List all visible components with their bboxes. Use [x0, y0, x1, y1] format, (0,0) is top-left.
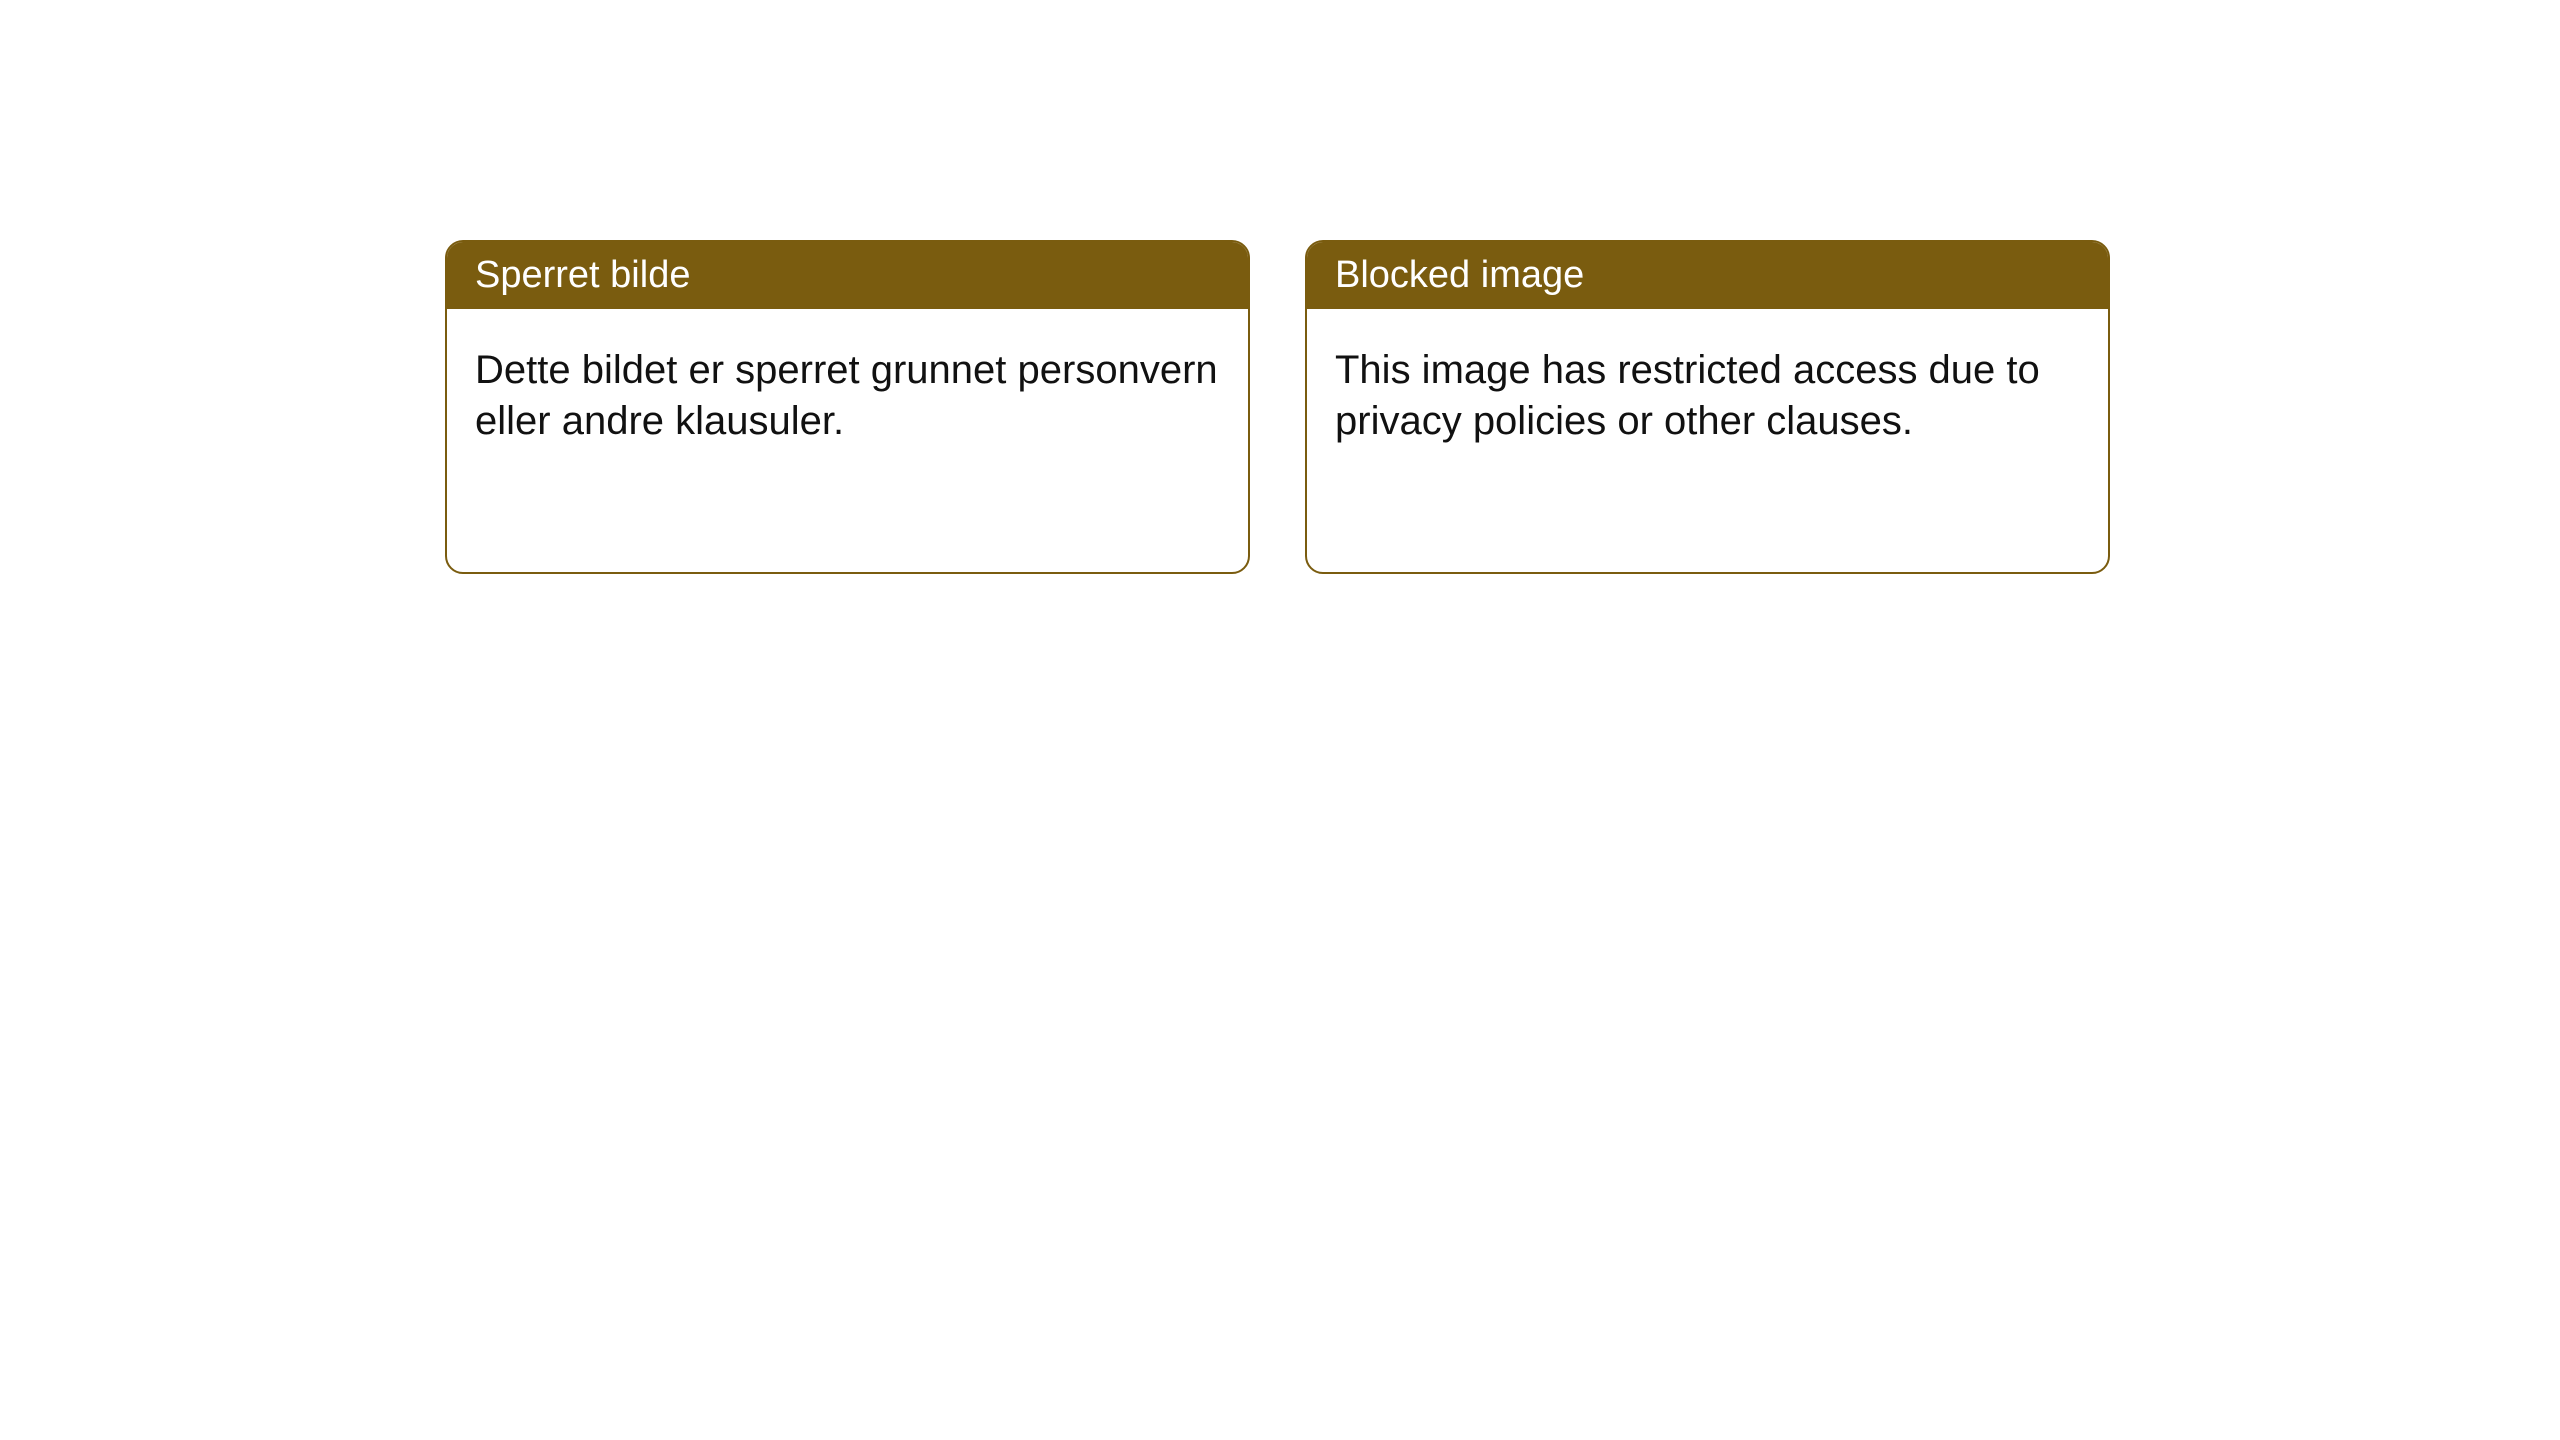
- notice-card-body: This image has restricted access due to …: [1307, 309, 2108, 483]
- notice-card-norwegian: Sperret bilde Dette bildet er sperret gr…: [445, 240, 1250, 574]
- notice-card-body: Dette bildet er sperret grunnet personve…: [447, 309, 1248, 483]
- notice-card-english: Blocked image This image has restricted …: [1305, 240, 2110, 574]
- notice-card-title: Sperret bilde: [447, 242, 1248, 309]
- notice-card-title: Blocked image: [1307, 242, 2108, 309]
- notice-container: Sperret bilde Dette bildet er sperret gr…: [0, 0, 2560, 574]
